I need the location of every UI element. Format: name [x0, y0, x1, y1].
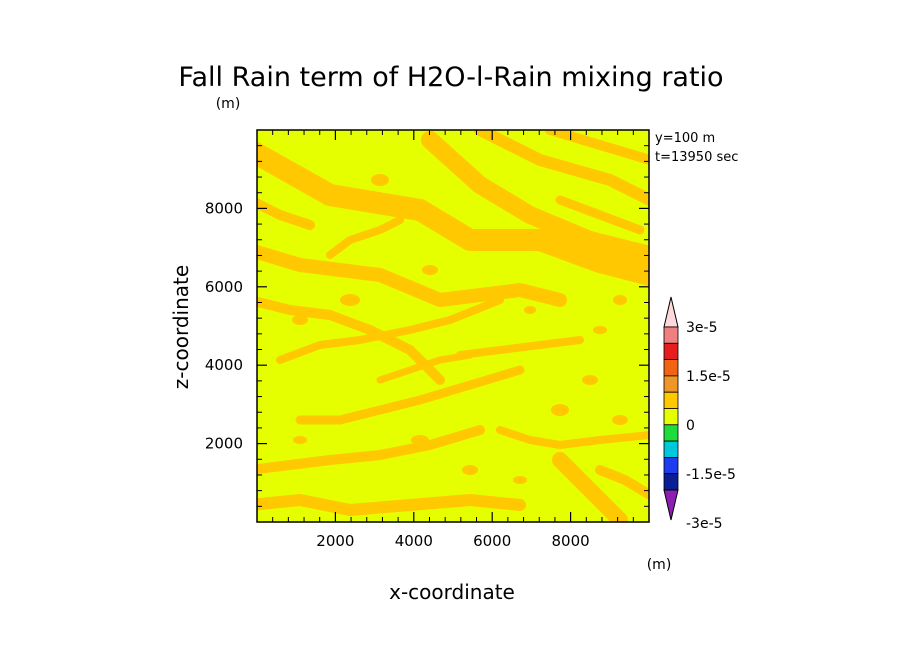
x-axis-label: x-coordinate — [389, 580, 515, 604]
contour-band — [376, 351, 474, 384]
contour-blob — [293, 436, 307, 444]
colorbar-segment — [663, 375, 679, 393]
colorbar-segment — [663, 391, 679, 409]
chart-title: Fall Rain term of H2O-l-Rain mixing rati… — [178, 62, 723, 93]
contour-band — [496, 426, 649, 449]
contour-band — [545, 130, 649, 165]
contour-band — [276, 296, 504, 364]
contour-band — [456, 336, 584, 359]
x-tick-label: 6000 — [473, 532, 511, 550]
contour-band — [257, 141, 649, 286]
colorbar-segment — [663, 473, 679, 491]
contour-blob — [371, 174, 389, 186]
contour-bands — [257, 130, 649, 522]
annotation-time: t=13950 sec — [655, 150, 738, 165]
colorbar-arrow-bottom — [663, 489, 679, 521]
axis-ticks: 2000 4000 6000 8000 2000 4000 6000 8000 — [205, 130, 649, 550]
plot-frame — [256, 129, 650, 523]
y-tick-label: 6000 — [205, 278, 243, 296]
contour-blob — [411, 435, 429, 445]
x-tick-label: 8000 — [552, 532, 590, 550]
colorbar-label-1: 1.5e-5 — [686, 369, 731, 385]
y-tick-label: 8000 — [205, 199, 243, 217]
colorbar-label-4: -3e-5 — [686, 516, 723, 532]
colorbar-segment — [663, 326, 679, 344]
contour-band — [595, 465, 649, 500]
contour-blob — [582, 375, 598, 385]
colorbar-segment — [663, 359, 679, 377]
x-tick-label: 2000 — [316, 532, 354, 550]
colorbar-segment — [663, 456, 679, 475]
contour-band — [257, 425, 485, 475]
annotation-y-position: y=100 m — [655, 131, 715, 146]
colorbar-segment — [663, 424, 679, 442]
contour-band — [257, 494, 526, 516]
colorbar-label-3: -1.5e-5 — [686, 467, 736, 483]
plot-area: 2000 4000 6000 8000 2000 4000 6000 8000 — [205, 129, 650, 550]
contour-band — [257, 296, 445, 385]
colorbar-segment — [663, 408, 679, 426]
contour-blob — [340, 294, 360, 306]
contour-band — [421, 131, 649, 264]
contour-blob — [462, 465, 478, 475]
colorbar — [663, 296, 679, 521]
colorbar-segment — [663, 440, 679, 458]
contour-band — [257, 197, 315, 230]
contour-blob — [422, 265, 438, 275]
plot-unit-label: (m) — [216, 96, 241, 112]
contour-blob — [612, 415, 628, 425]
y-tick-label: 2000 — [205, 435, 243, 453]
contour-blob — [292, 315, 308, 325]
contour-band — [257, 244, 567, 307]
contour-blob — [613, 295, 627, 305]
colorbar-unit-label: (m) — [647, 557, 672, 573]
y-tick-label: 4000 — [205, 356, 243, 374]
contour-band — [326, 216, 404, 259]
colorbar-arrow-top — [663, 296, 679, 328]
x-tick-label: 4000 — [395, 532, 433, 550]
colorbar-label-0: 3e-5 — [686, 320, 717, 336]
contour-blob — [513, 476, 527, 484]
contour-blob — [551, 404, 569, 416]
colorbar-label-2: 0 — [686, 418, 695, 434]
y-axis-label: z-coordinate — [169, 265, 193, 389]
contour-band — [552, 452, 628, 522]
contour-band — [295, 365, 525, 425]
colorbar-segment — [663, 342, 679, 360]
contour-blob — [524, 306, 536, 314]
contour-band — [474, 130, 649, 206]
contour-band — [555, 195, 645, 235]
contour-blob — [593, 326, 607, 334]
